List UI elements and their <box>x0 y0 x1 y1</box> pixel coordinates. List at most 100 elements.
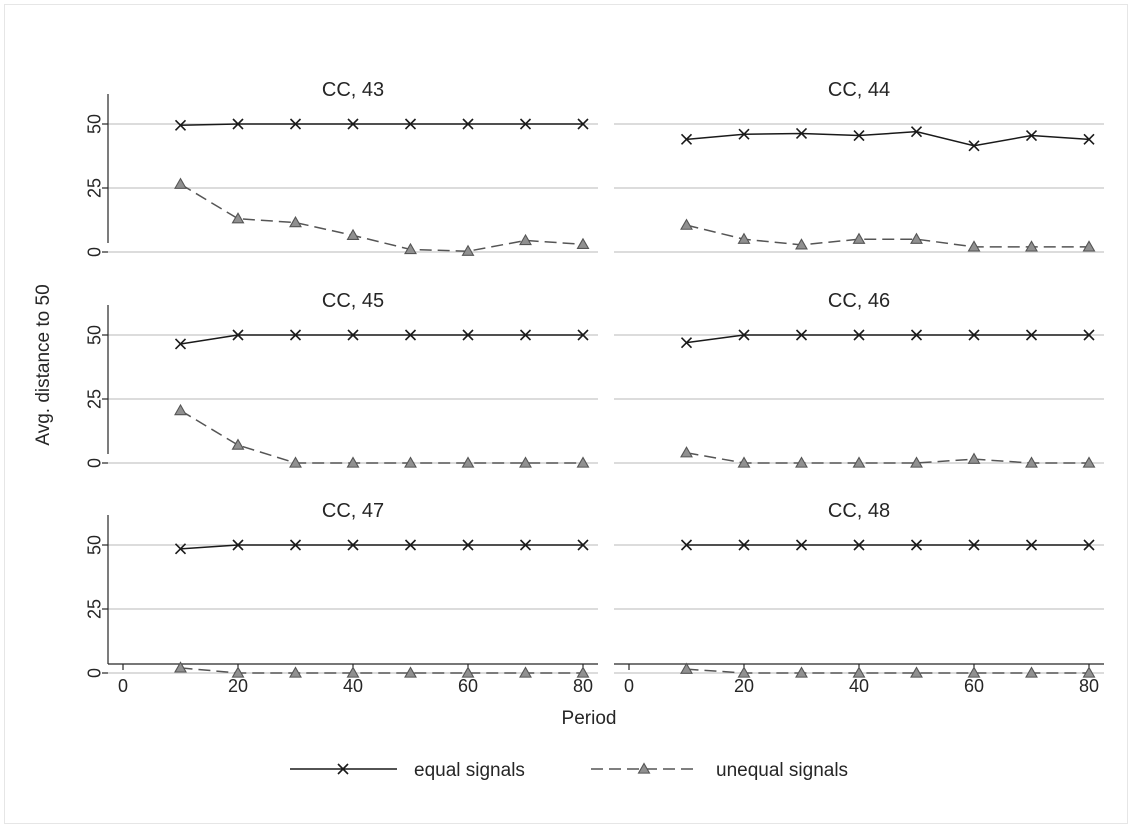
data-point-equal-signals <box>1025 539 1038 551</box>
marker-x-stroke <box>968 539 980 551</box>
data-point-equal-signals <box>174 338 187 350</box>
series-line-equal-signals <box>686 334 1089 344</box>
data-point-unequal-signals <box>795 238 808 250</box>
marker-x-stroke <box>347 539 359 551</box>
series-line-unequal-signals <box>180 409 583 464</box>
data-point-equal-signals <box>174 543 187 555</box>
data-point-unequal-signals <box>461 666 475 678</box>
data-point-unequal-signals <box>737 666 751 678</box>
marker-x-stroke <box>853 129 865 142</box>
marker-x-stroke <box>968 329 980 341</box>
y-tick-label: 50 <box>84 325 104 345</box>
marker-x-stroke <box>174 543 187 555</box>
marker-x-stroke <box>404 118 417 130</box>
marker-x-stroke <box>910 539 923 551</box>
data-point-unequal-signals <box>404 456 417 468</box>
data-point-unequal-signals <box>737 456 751 468</box>
x-tick-label: 40 <box>849 676 869 696</box>
data-point-unequal-signals <box>1025 456 1038 468</box>
x-tick-label: 20 <box>228 676 248 696</box>
data-point-unequal-signals <box>519 666 532 678</box>
data-point-equal-signals <box>738 128 750 140</box>
data-point-equal-signals <box>1025 329 1038 341</box>
series-line-unequal-signals <box>686 452 1089 464</box>
data-point-unequal-signals <box>910 666 923 678</box>
marker-x-stroke <box>738 539 750 551</box>
marker-x-stroke <box>462 118 474 130</box>
data-point-equal-signals <box>404 118 417 130</box>
series-line-equal-signals <box>180 544 583 550</box>
data-point-unequal-signals <box>680 218 693 230</box>
marker-x-stroke <box>289 118 302 130</box>
data-point-unequal-signals <box>967 240 981 252</box>
data-point-equal-signals <box>738 329 750 341</box>
data-point-unequal-signals <box>967 452 981 464</box>
data-point-unequal-signals <box>461 244 475 256</box>
panel-cc-44: CC, 44 <box>614 79 1104 253</box>
marker-x-stroke <box>1025 129 1038 142</box>
data-point-equal-signals <box>680 337 693 349</box>
data-point-equal-signals <box>519 118 532 130</box>
y-tick-label: 25 <box>84 599 104 619</box>
marker-x-stroke <box>462 539 474 551</box>
panel-cc-46: CC, 46 <box>614 290 1104 468</box>
data-point-equal-signals <box>910 539 923 551</box>
data-point-unequal-signals <box>519 233 532 246</box>
marker-x-stroke <box>519 118 532 130</box>
data-point-unequal-signals <box>967 666 981 678</box>
x-tick-label: 60 <box>458 676 478 696</box>
data-point-equal-signals <box>462 539 474 551</box>
marker-x-stroke <box>968 140 980 152</box>
marker-x-stroke <box>577 329 589 341</box>
data-point-equal-signals <box>968 539 980 551</box>
x-tick-label: 80 <box>573 676 593 696</box>
data-point-unequal-signals <box>852 232 866 244</box>
x-tick-label: 20 <box>734 676 754 696</box>
data-point-equal-signals <box>462 118 474 130</box>
marker-x-stroke <box>738 128 750 140</box>
panel-grid: CC, 43 0 25 50 CC, 44 CC, 45 0 25 50 CC, 46 CC, 47… <box>84 79 1104 696</box>
data-point-unequal-signals <box>1082 240 1096 252</box>
marker-x-stroke <box>347 118 359 130</box>
data-point-equal-signals <box>232 539 244 551</box>
data-point-equal-signals <box>577 539 589 551</box>
data-point-unequal-signals <box>576 666 590 678</box>
y-tick-label: 0 <box>84 458 104 468</box>
data-point-unequal-signals <box>289 215 302 228</box>
marker-x-stroke <box>853 539 865 551</box>
data-point-equal-signals <box>577 118 589 130</box>
data-point-unequal-signals <box>1025 240 1038 252</box>
marker-x-stroke <box>910 329 923 341</box>
marker-x-stroke <box>577 118 589 130</box>
data-point-unequal-signals <box>680 446 693 458</box>
marker-x-stroke <box>519 539 532 551</box>
data-point-equal-signals <box>347 329 359 341</box>
marker-x-stroke <box>289 329 302 341</box>
data-point-equal-signals <box>519 329 532 341</box>
data-point-unequal-signals <box>346 666 360 678</box>
y-tick-label: 25 <box>84 178 104 198</box>
marker-x-stroke <box>337 763 349 775</box>
data-point-unequal-signals <box>519 456 532 468</box>
marker-x-stroke <box>577 539 589 551</box>
marker-x-stroke <box>795 539 808 551</box>
marker-x-stroke <box>174 119 187 131</box>
marker-x-stroke <box>404 329 417 341</box>
series-line-unequal-signals <box>686 224 1089 248</box>
data-point-unequal-signals <box>289 666 302 678</box>
marker-x-stroke <box>1083 329 1095 341</box>
y-tick-label: 50 <box>84 114 104 134</box>
legend-label-unequal-signals: unequal signals <box>716 760 848 781</box>
x-tick-label: 0 <box>118 676 128 696</box>
data-point-unequal-signals <box>737 232 751 244</box>
marker-x-stroke <box>738 329 750 341</box>
data-point-unequal-signals <box>852 666 866 678</box>
data-point-equal-signals <box>910 329 923 341</box>
marker-x-stroke <box>795 329 808 341</box>
data-point-equal-signals <box>853 129 865 142</box>
series-line-unequal-signals <box>180 183 584 252</box>
data-point-equal-signals <box>232 329 244 341</box>
legend-marker-unequal-signals <box>637 762 651 774</box>
x-tick-label: 0 <box>624 676 634 696</box>
data-point-equal-signals <box>289 539 302 551</box>
